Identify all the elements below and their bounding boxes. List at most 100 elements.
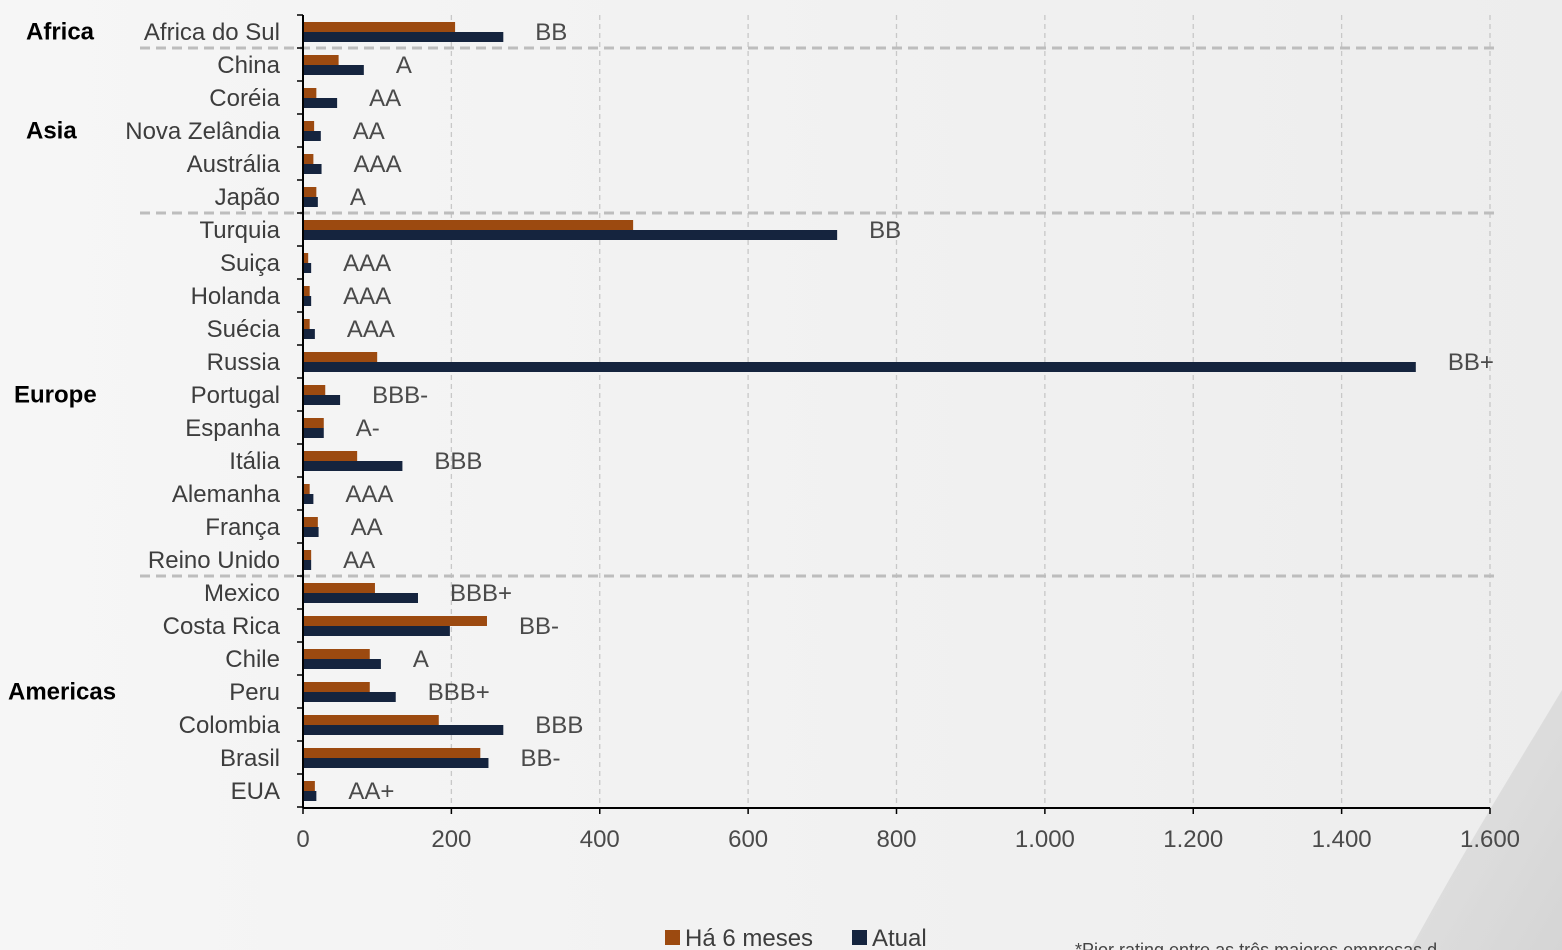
rating-label: AA — [369, 85, 401, 112]
x-tick-labels: 0 200 400 600 800 1.000 1.200 1.400 1.600 — [296, 826, 1520, 853]
bar-ha-6-meses — [303, 517, 318, 527]
category-label: Chile — [225, 646, 280, 673]
bars — [303, 22, 1416, 801]
category-label: Africa do Sul — [144, 19, 280, 46]
bar-atual — [303, 692, 396, 702]
bar-atual — [303, 527, 319, 537]
bar-atual — [303, 659, 381, 669]
rating-label: BB+ — [1448, 349, 1494, 376]
rating-label: BBB- — [372, 382, 428, 409]
decorative-swoosh — [1410, 690, 1562, 950]
rating-label: BBB+ — [450, 580, 512, 607]
footnote: *Pior rating entre as três maiores empre… — [1075, 940, 1437, 950]
bar-atual — [303, 296, 312, 306]
bar-ha-6-meses — [303, 616, 487, 626]
legend-label-series-0: Há 6 meses — [685, 925, 813, 950]
x-tick-label: 1.600 — [1460, 826, 1520, 853]
category-label: Coréia — [209, 85, 280, 112]
category-label: Suiça — [220, 250, 281, 277]
rating-label: AA+ — [348, 778, 394, 805]
bar-ha-6-meses — [303, 484, 310, 494]
bar-atual — [303, 461, 403, 471]
category-label: Alemanha — [172, 481, 281, 508]
legend-swatch-series-1 — [852, 930, 867, 945]
rating-label: BB — [869, 217, 901, 244]
rating-labels: BBAAAAAAAAABBAAAAAAAAABB+BBB-A-BBBAAAAAA… — [343, 19, 1494, 805]
axes — [297, 14, 1491, 814]
legend: Há 6 meses Atual — [665, 925, 927, 950]
bar-ha-6-meses — [303, 88, 317, 98]
category-label: Mexico — [204, 580, 280, 607]
bar-ha-6-meses — [303, 22, 456, 32]
bar-atual — [303, 725, 504, 735]
x-tick-label: 1.200 — [1163, 826, 1223, 853]
bar-atual — [303, 230, 838, 240]
x-tick-label: 200 — [431, 826, 471, 853]
rating-label: AAA — [354, 151, 402, 178]
bar-atual — [303, 164, 322, 174]
x-tick-label: 400 — [580, 826, 620, 853]
legend-swatch-series-0 — [665, 930, 680, 945]
category-label: Espanha — [185, 415, 280, 442]
category-label: Suécia — [207, 316, 281, 343]
x-tick-label: 1.000 — [1015, 826, 1075, 853]
category-label: Costa Rica — [163, 613, 281, 640]
bar-ha-6-meses — [303, 781, 315, 791]
bar-atual — [303, 329, 315, 339]
rating-label: A — [396, 52, 412, 79]
bar-atual — [303, 395, 341, 405]
category-label: Portugal — [191, 382, 280, 409]
region-label: Africa — [26, 19, 95, 46]
rating-label: BBB+ — [428, 679, 490, 706]
category-label: França — [205, 514, 280, 541]
bar-atual — [303, 593, 418, 603]
category-label: Reino Unido — [148, 547, 280, 574]
category-label: Austrália — [187, 151, 281, 178]
bar-ha-6-meses — [303, 583, 375, 593]
category-label: Holanda — [191, 283, 281, 310]
bar-atual — [303, 626, 450, 636]
rating-label: A — [413, 646, 429, 673]
rating-label: BB — [535, 19, 567, 46]
region-separators — [140, 46, 1495, 578]
category-label: Turquia — [200, 217, 281, 244]
region-label: Europe — [14, 382, 97, 409]
category-label: Russia — [207, 349, 281, 376]
category-label: EUA — [231, 778, 280, 805]
bar-ha-6-meses — [303, 55, 339, 65]
bar-ha-6-meses — [303, 319, 310, 329]
bar-ha-6-meses — [303, 253, 309, 263]
bar-ha-6-meses — [303, 715, 439, 725]
bar-atual — [303, 428, 324, 438]
bar-ha-6-meses — [303, 187, 317, 197]
bar-atual — [303, 560, 312, 570]
x-tick-label: 600 — [728, 826, 768, 853]
bar-atual — [303, 131, 321, 141]
bar-ha-6-meses — [303, 154, 314, 164]
category-label: China — [217, 52, 280, 79]
rating-label: BB- — [519, 613, 559, 640]
bar-atual — [303, 32, 504, 42]
rating-label: AA — [351, 514, 383, 541]
bar-atual — [303, 65, 364, 75]
rating-label: AA — [343, 547, 375, 574]
bar-ha-6-meses — [303, 418, 324, 428]
bar-ha-6-meses — [303, 352, 378, 362]
rating-label: BB- — [520, 745, 560, 772]
rating-label: BBB — [434, 448, 482, 475]
category-label: Peru — [229, 679, 280, 706]
bar-atual — [303, 758, 489, 768]
rating-label: BBB — [535, 712, 583, 739]
bar-ha-6-meses — [303, 649, 370, 659]
bar-ha-6-meses — [303, 748, 481, 758]
rating-label: A — [350, 184, 366, 211]
category-label: Nova Zelândia — [125, 118, 280, 145]
category-label: Itália — [229, 448, 280, 475]
bar-atual — [303, 98, 338, 108]
bar-atual — [303, 263, 312, 273]
region-label: Americas — [8, 679, 116, 706]
category-labels: Africa do Sul China Coréia Nova Zelândia Aus… — [125, 19, 280, 805]
bar-ha-6-meses — [303, 286, 310, 296]
bar-atual — [303, 362, 1416, 372]
